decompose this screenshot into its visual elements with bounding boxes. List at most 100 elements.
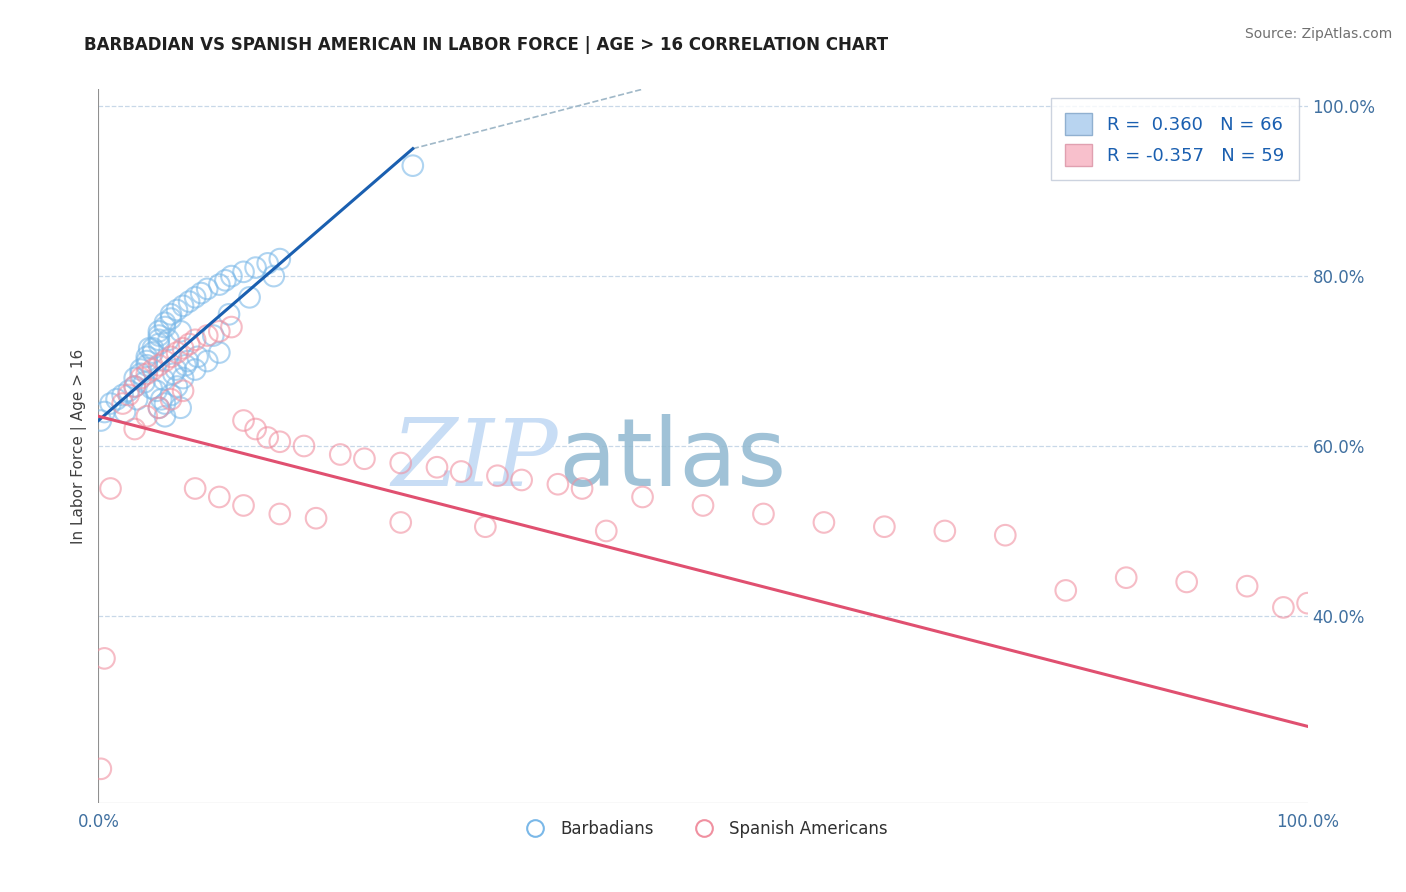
Point <box>90 762 112 776</box>
Point <box>190 286 212 301</box>
Point <box>269 434 291 449</box>
Point <box>208 324 231 338</box>
Point <box>169 324 191 338</box>
Point <box>150 392 173 407</box>
Point <box>221 320 243 334</box>
Point <box>195 354 218 368</box>
Point <box>129 367 152 381</box>
Point <box>124 379 146 393</box>
Point <box>269 507 291 521</box>
Point <box>1115 571 1137 585</box>
Point <box>184 482 207 496</box>
Point <box>135 367 157 381</box>
Text: atlas: atlas <box>558 414 786 507</box>
Point <box>450 465 472 479</box>
Y-axis label: In Labor Force | Age > 16: In Labor Force | Age > 16 <box>72 349 87 543</box>
Point <box>269 252 291 266</box>
Point <box>172 371 194 385</box>
Point <box>232 499 254 513</box>
Point <box>547 477 569 491</box>
Point <box>153 320 176 334</box>
Point <box>195 328 218 343</box>
Point <box>160 311 183 326</box>
Point <box>142 341 165 355</box>
Point <box>124 422 146 436</box>
Point <box>93 651 115 665</box>
Point <box>160 350 183 364</box>
Point <box>1054 583 1077 598</box>
Point <box>105 392 128 407</box>
Point <box>129 371 152 385</box>
Point <box>165 362 187 376</box>
Point <box>232 265 254 279</box>
Point <box>994 528 1017 542</box>
Point <box>239 290 262 304</box>
Point <box>162 367 184 381</box>
Point <box>426 460 449 475</box>
Point <box>127 392 149 407</box>
Point <box>292 439 315 453</box>
Point <box>179 294 201 309</box>
Point <box>129 362 152 376</box>
Point <box>152 373 174 387</box>
Point <box>118 388 141 402</box>
Point <box>172 299 194 313</box>
Point <box>184 290 207 304</box>
Point <box>148 337 170 351</box>
Point <box>148 333 170 347</box>
Point <box>166 379 188 393</box>
Point <box>166 303 188 318</box>
Point <box>153 316 176 330</box>
Point <box>263 269 285 284</box>
Point <box>1272 600 1295 615</box>
Point <box>166 345 188 359</box>
Point <box>184 333 207 347</box>
Point <box>232 413 254 427</box>
Point <box>474 519 496 533</box>
Point <box>184 362 207 376</box>
Point <box>402 159 425 173</box>
Point <box>245 260 267 275</box>
Point <box>145 384 167 398</box>
Point <box>1236 579 1258 593</box>
Point <box>153 409 176 424</box>
Point <box>353 451 375 466</box>
Point <box>169 401 191 415</box>
Point <box>148 328 170 343</box>
Point <box>124 379 146 393</box>
Point <box>305 511 328 525</box>
Point <box>195 282 218 296</box>
Point <box>93 405 115 419</box>
Point <box>157 333 180 347</box>
Point <box>153 396 176 410</box>
Point <box>148 401 170 415</box>
Point <box>873 519 896 533</box>
Point <box>389 456 412 470</box>
Point <box>118 384 141 398</box>
Point <box>177 354 200 368</box>
Point <box>813 516 835 530</box>
Point <box>135 354 157 368</box>
Point <box>172 384 194 398</box>
Point <box>138 341 160 355</box>
Point <box>172 341 194 355</box>
Point <box>148 401 170 415</box>
Point <box>692 499 714 513</box>
Point <box>124 371 146 385</box>
Point <box>160 307 183 321</box>
Point <box>329 448 352 462</box>
Point <box>218 307 240 321</box>
Point <box>389 516 412 530</box>
Point <box>142 345 165 359</box>
Point <box>571 482 593 496</box>
Point <box>134 376 156 390</box>
Point <box>142 362 165 376</box>
Legend: Barbadians, Spanish Americans: Barbadians, Spanish Americans <box>512 814 894 845</box>
Point <box>1175 574 1198 589</box>
Text: Source: ZipAtlas.com: Source: ZipAtlas.com <box>1244 27 1392 41</box>
Point <box>631 490 654 504</box>
Point <box>114 405 136 419</box>
Point <box>256 430 278 444</box>
Point <box>100 482 122 496</box>
Text: BARBADIAN VS SPANISH AMERICAN IN LABOR FORCE | AGE > 16 CORRELATION CHART: BARBADIAN VS SPANISH AMERICAN IN LABOR F… <box>84 36 889 54</box>
